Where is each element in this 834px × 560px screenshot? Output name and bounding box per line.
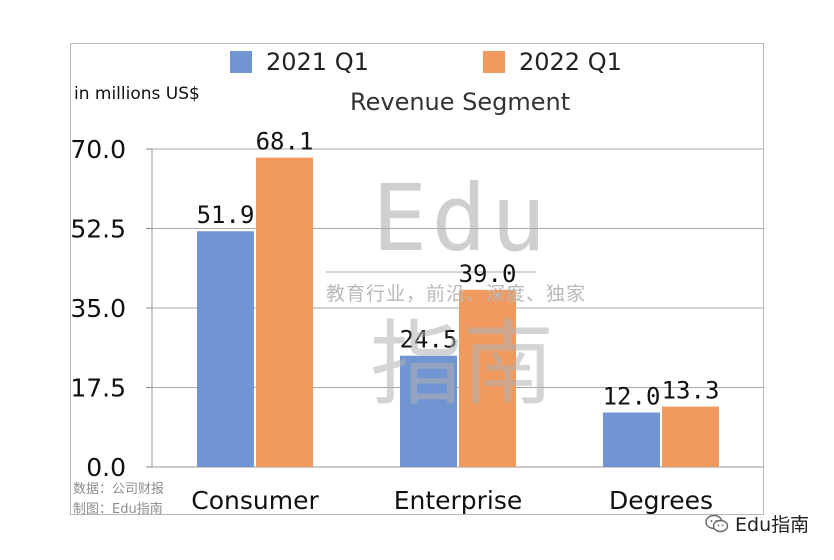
chart-title: Revenue Segment	[350, 88, 571, 116]
bar-2021-q1	[197, 231, 254, 467]
legend-swatch-2022	[483, 51, 505, 73]
data-label: 12.0	[603, 382, 661, 410]
watermark-big: 指南	[370, 311, 554, 418]
data-label: 51.9	[197, 201, 255, 229]
legend-label-2022: 2022 Q1	[519, 48, 622, 76]
y-tick-label: 17.5	[70, 374, 126, 403]
source-line: 数据：公司财报	[73, 482, 165, 497]
wechat-brand: Edu指南	[705, 510, 809, 537]
legend-swatch-2021	[230, 51, 252, 73]
x-tick-label: Enterprise	[394, 486, 523, 515]
legend-item-2022: 2022 Q1	[483, 48, 622, 76]
x-tick-label: Consumer	[191, 486, 319, 515]
data-label: 24.5	[400, 326, 458, 354]
bar-2021-q1	[603, 412, 660, 467]
bar-2022-q1	[459, 289, 516, 467]
unit-label: in millions US$	[74, 84, 200, 104]
data-label: 13.3	[662, 377, 720, 405]
bar-2021-q1	[400, 355, 457, 467]
bar-2022-q1	[256, 157, 313, 468]
credit-line: 制图：Edu指南	[73, 502, 163, 517]
watermark-tagline: 教育行业，前沿、深度、独家	[326, 283, 587, 305]
y-tick-label: 52.5	[70, 215, 126, 244]
watermark-edu: Edu	[372, 165, 550, 272]
bar-2022-q1	[662, 406, 719, 467]
wechat-icon	[705, 514, 729, 532]
y-tick-label: 0.0	[86, 453, 126, 482]
y-tick-label: 35.0	[70, 294, 126, 323]
x-tick-label: Degrees	[609, 486, 713, 515]
data-label: 39.0	[459, 260, 517, 288]
y-tick-label: 70.0	[70, 135, 126, 164]
legend-label-2021: 2021 Q1	[266, 48, 369, 76]
wechat-label: Edu指南	[735, 514, 810, 536]
data-label: 68.1	[256, 128, 314, 156]
legend-item-2021: 2021 Q1	[230, 48, 369, 76]
